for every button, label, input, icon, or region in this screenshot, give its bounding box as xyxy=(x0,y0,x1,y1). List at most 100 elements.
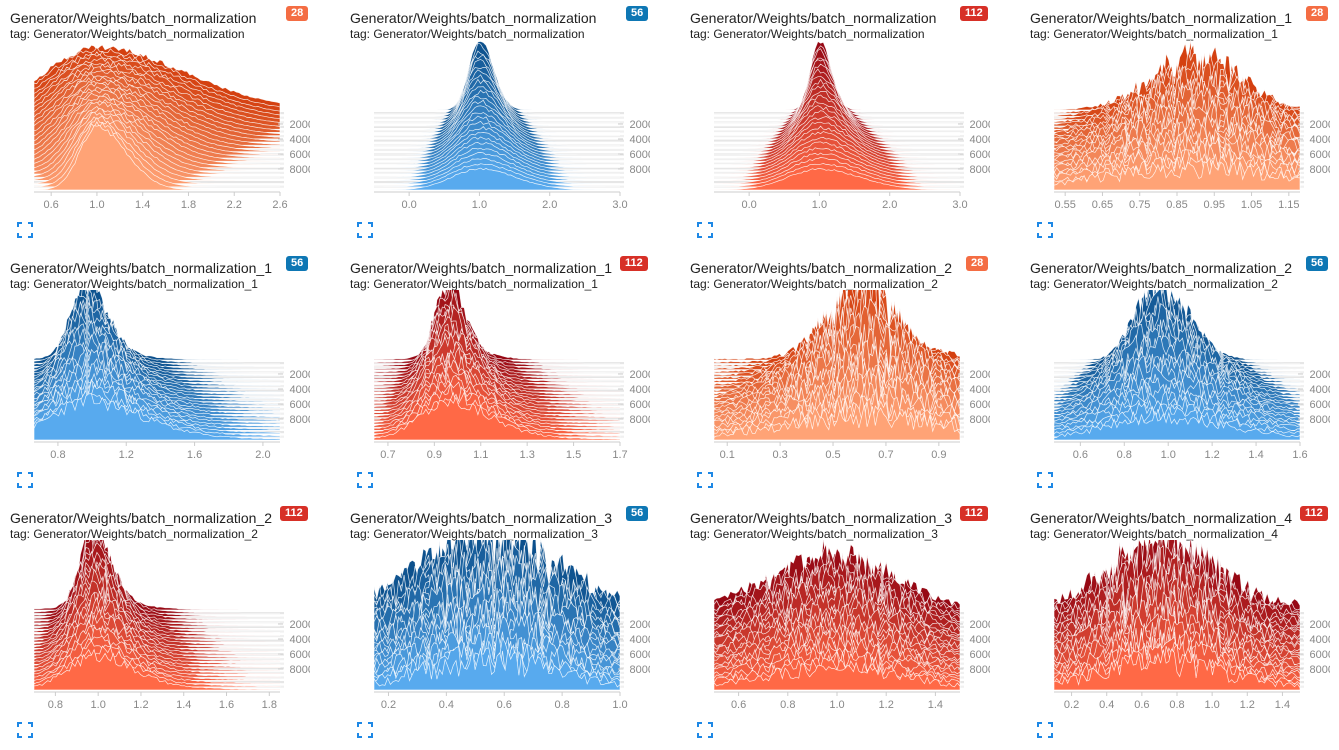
card-title: Generator/Weights/batch_normalization_2 xyxy=(10,510,273,526)
axis-background xyxy=(680,190,990,220)
axis-background xyxy=(1020,440,1330,470)
run-badge: 56 xyxy=(286,256,309,271)
card-title: Generator/Weights/batch_normalization_3 xyxy=(350,510,613,526)
card-tag: tag: Generator/Weights/batch_normalizati… xyxy=(350,27,585,41)
card-title: Generator/Weights/batch_normalization xyxy=(350,10,597,26)
axis-background xyxy=(340,190,650,220)
histogram-slice xyxy=(33,648,281,691)
x-tick-label: 1.7 xyxy=(612,449,627,461)
x-tick-label: 1.4 xyxy=(176,699,191,711)
fullscreen-icon[interactable] xyxy=(697,472,713,488)
step-tick-label: 2000 xyxy=(630,619,650,631)
fullscreen-icon[interactable] xyxy=(1037,472,1053,488)
x-tick-label: 1.6 xyxy=(1292,449,1307,461)
run-badge: 112 xyxy=(280,506,308,521)
card-title: Generator/Weights/batch_normalization_1 xyxy=(1030,10,1293,26)
axis-background xyxy=(1020,190,1330,220)
x-tick-label: 0.7 xyxy=(878,449,893,461)
card-tag: tag: Generator/Weights/batch_normalizati… xyxy=(690,527,938,541)
step-tick-label: 8000 xyxy=(630,414,650,426)
x-tick-label: 0.8 xyxy=(780,699,795,711)
step-tick-label: 2000 xyxy=(970,119,990,131)
x-tick-label: 0.6 xyxy=(497,699,512,711)
fullscreen-icon[interactable] xyxy=(357,722,373,738)
x-tick-label: 0.6 xyxy=(731,699,746,711)
histogram-slice xyxy=(33,393,281,441)
step-tick-label: 4000 xyxy=(630,134,650,146)
fullscreen-icon[interactable] xyxy=(697,222,713,238)
x-tick-label: 0.6 xyxy=(1073,449,1088,461)
histogram-slice xyxy=(373,290,620,361)
x-tick-label: 1.0 xyxy=(1204,699,1219,711)
x-tick-label: 0.8 xyxy=(1117,449,1132,461)
card-tag: tag: Generator/Weights/batch_normalizati… xyxy=(1030,277,1278,291)
x-tick-label: 1.05 xyxy=(1241,199,1262,211)
histogram-slice xyxy=(373,647,621,691)
x-tick-label: 0.75 xyxy=(1129,199,1150,211)
card-title: Generator/Weights/batch_normalization_4 xyxy=(1030,510,1293,526)
run-badge: 112 xyxy=(1300,506,1328,521)
step-tick-label: 4000 xyxy=(290,384,310,396)
run-badge: 56 xyxy=(626,6,649,21)
histogram-card: Generator/Weights/batch_normalization_1 t… xyxy=(1020,0,1330,250)
x-tick-label: 0.9 xyxy=(427,449,442,461)
axis-background xyxy=(680,690,990,720)
step-tick-label: 6000 xyxy=(1310,399,1330,411)
card-title: Generator/Weights/batch_normalization_2 xyxy=(690,260,953,276)
step-tick-label: 6000 xyxy=(970,149,990,161)
run-badge: 56 xyxy=(1306,256,1329,271)
x-tick-label: 1.6 xyxy=(219,699,234,711)
slices-group xyxy=(373,540,621,691)
x-tick-label: 1.4 xyxy=(928,699,943,711)
x-tick-label: 0.7 xyxy=(380,449,395,461)
fullscreen-icon[interactable] xyxy=(1037,222,1053,238)
step-tick-label: 6000 xyxy=(1310,649,1330,661)
x-tick-label: 1.0 xyxy=(89,199,104,211)
x-tick-label: 0.6 xyxy=(1134,699,1149,711)
fullscreen-icon[interactable] xyxy=(357,222,373,238)
step-tick-label: 6000 xyxy=(970,399,990,411)
histogram-chart: 0.55 0.65 0.75 0.85 0.95 1.05 1.15 2000 4000 6000… xyxy=(1020,40,1330,220)
step-tick-label: 6000 xyxy=(290,649,310,661)
x-tick-label: 0.9 xyxy=(931,449,946,461)
fullscreen-icon[interactable] xyxy=(17,722,33,738)
x-tick-label: 1.1 xyxy=(473,449,488,461)
histogram-slice xyxy=(1053,410,1301,441)
slices-group xyxy=(373,290,621,441)
axis-background xyxy=(0,440,310,470)
step-tick-label: 4000 xyxy=(290,134,310,146)
slices-group xyxy=(1053,40,1301,191)
step-tick-label: 8000 xyxy=(630,164,650,176)
fullscreen-icon[interactable] xyxy=(17,222,33,238)
x-tick-label: 0.0 xyxy=(741,199,756,211)
step-tick-label: 8000 xyxy=(1310,414,1330,426)
histogram-chart: 0.2 0.4 0.6 0.8 1.0 2000 4000 6000 8000 xyxy=(340,540,650,720)
x-tick-label: 0.5 xyxy=(825,449,840,461)
slices-group xyxy=(713,540,961,691)
x-tick-label: 0.4 xyxy=(1099,699,1114,711)
x-tick-label: 0.55 xyxy=(1054,199,1075,211)
x-tick-label: 0.2 xyxy=(381,699,396,711)
x-tick-label: 0.8 xyxy=(48,699,63,711)
histogram-chart: 0.6 0.8 1.0 1.2 1.4 2000 4000 6000 8000 xyxy=(680,540,990,720)
axis-background xyxy=(0,190,310,220)
card-tag: tag: Generator/Weights/batch_normalizati… xyxy=(350,527,598,541)
card-title: Generator/Weights/batch_normalization_1 xyxy=(10,260,273,276)
fullscreen-icon[interactable] xyxy=(357,472,373,488)
card-title: Generator/Weights/batch_normalization xyxy=(10,10,257,26)
fullscreen-icon[interactable] xyxy=(17,472,33,488)
x-tick-label: 1.0 xyxy=(812,199,827,211)
step-tick-label: 6000 xyxy=(630,649,650,661)
axis-background xyxy=(680,440,990,470)
histogram-chart: 0.6 0.8 1.0 1.2 1.4 1.6 2000 4000 6000 8000 xyxy=(1020,290,1330,470)
slices-group xyxy=(33,290,281,441)
card-tag: tag: Generator/Weights/batch_normalizati… xyxy=(1030,527,1278,541)
step-tick-label: 4000 xyxy=(1310,634,1330,646)
histogram-slice xyxy=(713,405,961,441)
fullscreen-icon[interactable] xyxy=(1037,722,1053,738)
histogram-card: Generator/Weights/batch_normalization tag… xyxy=(680,0,990,250)
histogram-card: Generator/Weights/batch_normalization_2 t… xyxy=(680,250,990,500)
step-tick-label: 4000 xyxy=(630,634,650,646)
x-tick-label: 3.0 xyxy=(952,199,967,211)
fullscreen-icon[interactable] xyxy=(697,722,713,738)
